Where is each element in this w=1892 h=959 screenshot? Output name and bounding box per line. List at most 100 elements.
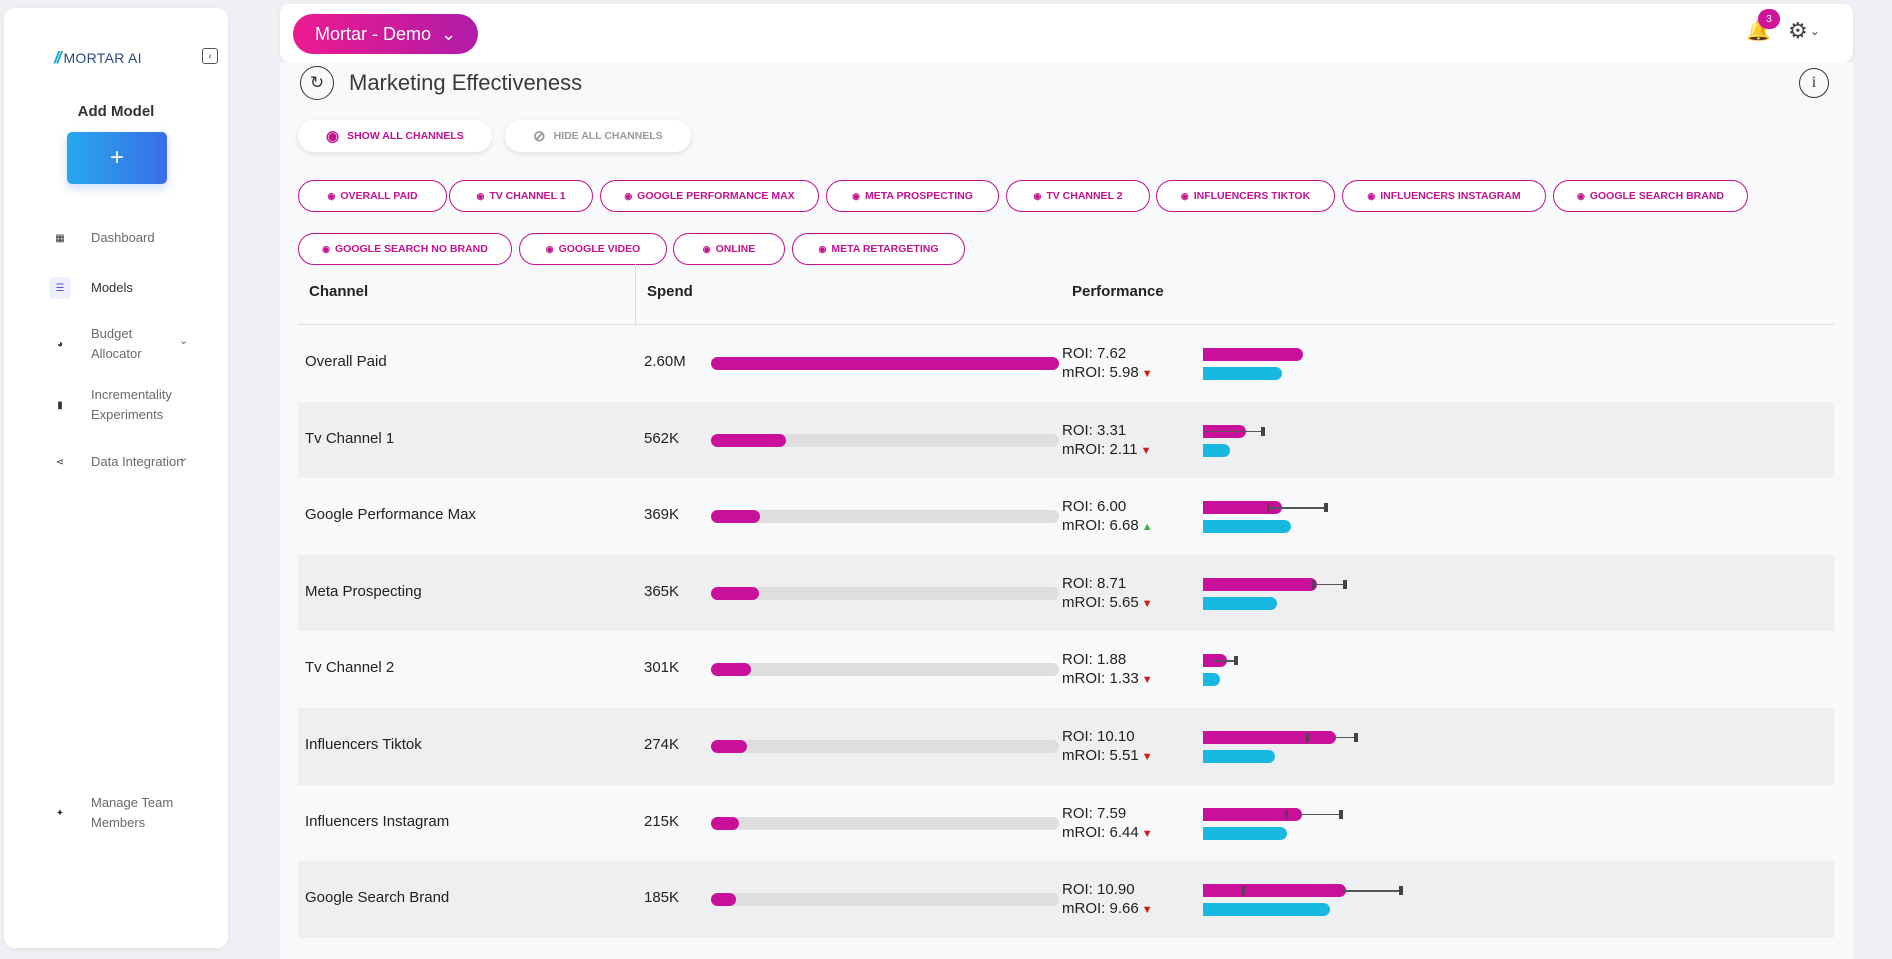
- spend-value: 369K: [644, 506, 680, 524]
- eye-icon: ◉: [1576, 190, 1585, 201]
- channel-name: Overall Paid: [305, 353, 387, 370]
- channel-name: Meta Prospecting: [305, 582, 422, 600]
- grid-icon: ▦: [55, 232, 65, 244]
- mroi-value: mROI: 5.51: [1062, 746, 1139, 764]
- column-header-channel[interactable]: Channel: [309, 283, 369, 300]
- roi-chart: [1203, 423, 1453, 439]
- spend-value: 2.60M: [644, 353, 686, 370]
- chevron-down-icon[interactable]: ⌄: [179, 335, 189, 347]
- confidence-interval: [1343, 890, 1400, 892]
- sidebar-item-label: Dashboard: [91, 230, 155, 245]
- sidebar-item-budget-allocator[interactable]: ◕ Budget Allocator ⌄: [49, 324, 188, 364]
- refresh-icon[interactable]: ↻: [300, 66, 334, 100]
- eye-icon: ◉: [476, 190, 485, 201]
- chip-meta-retargeting[interactable]: ◉ Meta Retargeting: [792, 233, 965, 265]
- table-row[interactable]: Overall Paid 2.60M ROI: 7.62 mROI: 5.98 ▼: [298, 325, 1834, 402]
- table-header: Channel Spend Performance: [298, 263, 1834, 325]
- chip-label: Online: [715, 243, 756, 255]
- logo-mark: //: [54, 48, 62, 67]
- chevron-down-icon[interactable]: ⌄: [179, 452, 189, 464]
- hide-all-label: Hide all channels: [553, 130, 663, 142]
- table-row[interactable]: Meta Prospecting 365K ROI: 8.71 mROI: 5.…: [298, 554, 1834, 632]
- mroi-bar: [1203, 673, 1220, 687]
- table-body: Overall Paid 2.60M ROI: 7.62 mROI: 5.98 ▼…: [298, 325, 1834, 938]
- hide-all-channels-button[interactable]: ⊘ Hide all channels: [505, 120, 691, 152]
- show-all-channels-button[interactable]: ◉ Show all channels: [298, 120, 492, 152]
- chip-online[interactable]: ◉ Online: [673, 233, 785, 265]
- team-icon: ✦: [55, 807, 65, 819]
- chevron-down-icon: ⌄: [441, 23, 457, 44]
- notification-badge: 3: [1758, 9, 1780, 29]
- sidebar-item-models[interactable]: ☰ Models: [49, 277, 133, 299]
- bar-chart-icon: ▮: [57, 399, 63, 411]
- ci-cap: [1261, 426, 1265, 436]
- roi-value: ROI: 8.71: [1062, 574, 1127, 592]
- spend-bar-fill: [711, 433, 786, 447]
- chip-google-search-brand[interactable]: ◉ Google Search Brand: [1553, 180, 1748, 212]
- sidebar-item-data-integration[interactable]: ⋖ Data Integration ⌄: [49, 451, 188, 473]
- column-header-spend[interactable]: Spend: [647, 283, 693, 300]
- confidence-interval: [1205, 430, 1263, 433]
- mortar-logo[interactable]: // MORTAR AI: [54, 48, 142, 68]
- roi-chart: [1203, 499, 1453, 515]
- add-model-button[interactable]: +: [67, 132, 167, 184]
- chip-label: Tv Channel 2: [1046, 190, 1123, 202]
- sidebar: // MORTAR AI ‹ Add Model + ▦ Dashboard ☰…: [4, 8, 228, 948]
- eye-icon: ◉: [1180, 190, 1189, 201]
- chip-tv-channel-1[interactable]: ◉ Tv Channel 1: [449, 180, 593, 212]
- chip-label: Google Search Brand: [1589, 190, 1725, 202]
- chip-tv-channel-2[interactable]: ◉ Tv Channel 2: [1006, 180, 1150, 212]
- spend-bar-fill: [711, 816, 739, 830]
- sidebar-item-incrementality[interactable]: ▮ Incrementality Experiments: [49, 385, 201, 425]
- ci-lower-mark: [1267, 503, 1270, 513]
- chip-influencers-tiktok[interactable]: ◉ Influencers Tiktok: [1156, 180, 1335, 212]
- ci-cap: [1343, 579, 1347, 589]
- settings-menu[interactable]: ⚙ ⌄: [1788, 18, 1820, 44]
- table-row[interactable]: Google Search Brand 185K ROI: 10.90 mROI…: [298, 861, 1834, 938]
- ci-cap: [1234, 656, 1238, 666]
- trend-down-icon: ▼: [1141, 597, 1153, 610]
- roi-value: ROI: 7.59: [1062, 804, 1127, 822]
- mroi-value: mROI: 5.98: [1062, 364, 1139, 381]
- eye-off-icon: ⊘: [533, 128, 546, 145]
- table-row[interactable]: Influencers Instagram 215K ROI: 7.59 mRO…: [298, 784, 1834, 862]
- ci-cap: [1324, 503, 1328, 513]
- sidebar-item-dashboard[interactable]: ▦ Dashboard: [49, 227, 155, 249]
- column-header-performance[interactable]: Performance: [1072, 283, 1164, 300]
- performance-values: ROI: 10.10 mROI: 5.51 ▼: [1062, 727, 1153, 767]
- table-row[interactable]: Google Performance Max 369K ROI: 6.00 mR…: [298, 478, 1834, 555]
- eye-icon: ◉: [326, 128, 340, 145]
- sidebar-item-label: Budget Allocator: [91, 326, 142, 361]
- mroi-bar: [1203, 903, 1330, 917]
- project-selector[interactable]: Mortar - Demo ⌄: [293, 14, 479, 54]
- chip-influencers-instagram[interactable]: ◉ Influencers Instagram: [1342, 180, 1546, 212]
- performance-values: ROI: 7.62 mROI: 5.98 ▼: [1062, 344, 1153, 384]
- collapse-sidebar-icon[interactable]: ‹: [202, 48, 218, 64]
- performance-values: ROI: 7.59 mROI: 6.44 ▼: [1062, 804, 1153, 844]
- roi-value: ROI: 1.88: [1062, 651, 1127, 669]
- table-row[interactable]: Tv Channel 1 562K ROI: 3.31 mROI: 2.11 ▼: [298, 401, 1834, 479]
- sidebar-item-manage-team[interactable]: ✦ Manage Team Members: [49, 793, 191, 833]
- spend-value: 301K: [644, 659, 680, 677]
- performance-values: ROI: 6.00 mROI: 6.68 ▲: [1062, 497, 1153, 537]
- roi-bar: [1203, 730, 1336, 744]
- trend-down-icon: ▼: [1141, 904, 1153, 917]
- chip-google-performance-max[interactable]: ◉ Google Performance Max: [600, 180, 819, 212]
- table-row[interactable]: Influencers Tiktok 274K ROI: 10.10 mROI:…: [298, 707, 1834, 785]
- chip-google-search-no-brand[interactable]: ◉ Google Search No Brand: [298, 233, 512, 265]
- spend-value: 274K: [644, 735, 680, 753]
- spend-bar-fill: [711, 510, 760, 524]
- chip-overall-paid[interactable]: ◉ Overall Paid: [298, 180, 447, 212]
- chip-meta-prospecting[interactable]: ◉ Meta Prospecting: [826, 180, 999, 212]
- table-row[interactable]: Tv Channel 2 301K ROI: 1.88 mROI: 1.33 ▼: [298, 631, 1834, 708]
- mroi-value: mROI: 9.66: [1062, 900, 1139, 918]
- chip-label: Influencers Tiktok: [1193, 190, 1311, 202]
- chip-google-video[interactable]: ◉ Google Video: [519, 233, 667, 265]
- channel-name: Google Search Brand: [305, 889, 450, 907]
- info-icon[interactable]: i: [1799, 68, 1829, 98]
- mroi-bar: [1203, 596, 1277, 610]
- roi-bar: [1203, 807, 1302, 821]
- spend-bar-fill: [711, 357, 1059, 370]
- spend-bar: [711, 433, 1059, 447]
- sidebar-item-label: Incrementality Experiments: [91, 387, 172, 422]
